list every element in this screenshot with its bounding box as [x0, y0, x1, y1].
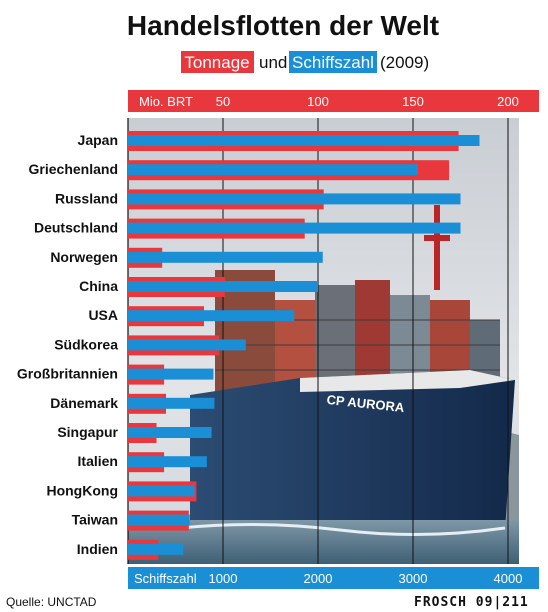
count-bar — [128, 339, 246, 351]
category-label: USA — [88, 307, 118, 323]
category-labels: Japan Griechenland Russland Deutschland Norw… — [17, 132, 119, 557]
count-bar — [128, 251, 323, 263]
ship-hull — [190, 370, 515, 530]
bottom-axis-label: Schiffszahl — [134, 571, 197, 586]
top-tick-label: 100 — [307, 94, 329, 109]
category-label: Großbritannien — [17, 366, 118, 382]
category-label: Norwegen — [50, 249, 118, 265]
tonnage-tag-label: Tonnage — [184, 53, 249, 72]
bottom-axis-band — [128, 567, 539, 589]
category-label: HongKong — [46, 482, 118, 498]
category-label: Südkorea — [54, 336, 118, 352]
count-bar — [128, 135, 480, 146]
category-label: Dänemark — [50, 395, 118, 411]
chart-title: Handelsflotten der Welt — [127, 10, 439, 41]
category-label: Russland — [55, 190, 118, 206]
subtitle-connector: und — [259, 53, 287, 72]
count-bar — [128, 281, 318, 292]
source-note: Quelle: UNCTAD — [6, 595, 97, 609]
count-bar — [128, 368, 214, 380]
top-tick-label: 200 — [497, 94, 519, 109]
count-bar — [128, 193, 461, 205]
category-label: Taiwan — [72, 512, 118, 528]
count-bar — [128, 397, 215, 409]
category-label: Italien — [78, 453, 118, 469]
count-bar — [128, 427, 212, 438]
bottom-tick-label: 1000 — [209, 571, 238, 586]
count-bar — [128, 485, 195, 497]
count-bar — [128, 543, 184, 555]
top-tick-label: 150 — [402, 94, 424, 109]
category-label: Singapur — [57, 424, 118, 440]
count-tag-label: Schiffszahl — [292, 53, 374, 72]
artist-credit: FROSCH 09|211 — [414, 595, 529, 610]
subtitle-year: (2009) — [380, 53, 429, 72]
category-label: China — [79, 278, 118, 294]
count-bar — [128, 164, 418, 176]
top-axis-ticks: 50 100 150 200 — [216, 94, 519, 109]
bottom-tick-label: 3000 — [399, 571, 428, 586]
category-label: Griechenland — [29, 161, 118, 177]
category-label: Indien — [77, 541, 118, 557]
category-label: Deutschland — [34, 220, 118, 236]
count-bar — [128, 222, 461, 234]
bars — [128, 131, 480, 560]
tonnage-tag — [181, 51, 254, 73]
top-tick-label: 50 — [216, 94, 230, 109]
top-axis-band — [128, 90, 539, 112]
count-bar — [128, 310, 295, 322]
top-axis-label: Mio. BRT — [139, 94, 193, 109]
count-bar — [128, 456, 207, 468]
count-tag — [289, 51, 377, 73]
count-bar — [128, 514, 190, 526]
bottom-axis-ticks: 1000 2000 3000 4000 — [209, 571, 523, 586]
ship-mast — [434, 205, 440, 290]
category-label: Japan — [78, 132, 118, 148]
bottom-tick-label: 2000 — [304, 571, 333, 586]
bottom-tick-label: 4000 — [494, 571, 523, 586]
